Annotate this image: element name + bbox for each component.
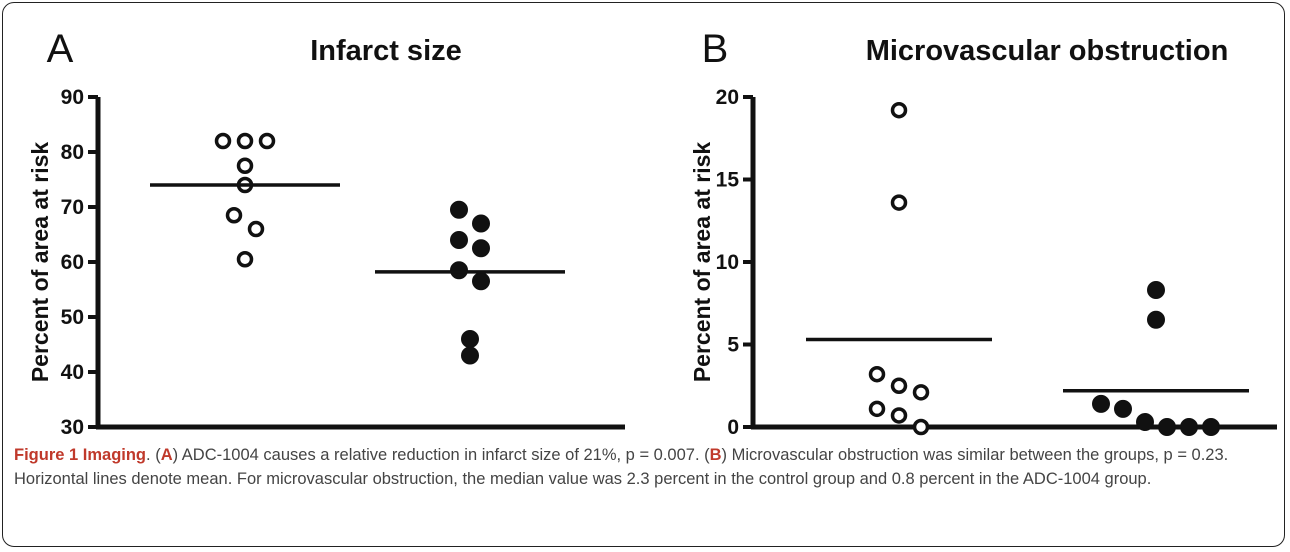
- caption-part-a: ) ADC-1004 causes a relative reduction i…: [172, 446, 710, 464]
- data-point: [247, 220, 265, 238]
- data-point: [450, 200, 468, 219]
- data-point: [1092, 394, 1110, 413]
- y-tick-label: 90: [61, 86, 84, 109]
- y-axis-label: Percent of area at risk: [27, 142, 53, 383]
- y-tick-label: 15: [716, 169, 740, 192]
- x-tick-label: Control: [858, 438, 940, 440]
- y-tick-label: 60: [61, 251, 84, 274]
- data-point: [868, 400, 886, 418]
- data-point: [236, 251, 254, 268]
- data-point: [472, 272, 490, 291]
- x-tick-label: ADC-1004: [416, 438, 525, 440]
- caption-after-label: . (: [146, 446, 161, 464]
- caption-letter-a: A: [160, 446, 173, 464]
- y-tick-label: 20: [716, 86, 739, 109]
- y-tick-label: 70: [61, 196, 84, 219]
- data-point: [225, 207, 243, 224]
- y-tick-label: 80: [61, 141, 84, 164]
- data-point: [472, 239, 490, 258]
- chart-title: Microvascular obstruction: [866, 35, 1229, 67]
- data-point: [868, 365, 886, 383]
- y-tick-label: 0: [727, 416, 739, 439]
- data-point: [214, 132, 232, 150]
- data-point: [1136, 413, 1154, 432]
- chart-panel-a: A Infarct size 30 40 50 60 70 80 90 Percent of ar…: [27, 27, 625, 440]
- caption-part-b: ) Microvascular obstruction was similar …: [14, 446, 1229, 488]
- data-point: [890, 377, 908, 394]
- y-tick-label: 5: [727, 334, 739, 357]
- data-point: [912, 418, 930, 436]
- data-point: [472, 214, 490, 233]
- caption-label: Figure 1 Imaging: [14, 446, 147, 464]
- data-point: [258, 132, 276, 150]
- chart-title: Infarct size: [310, 35, 462, 67]
- y-axis-label: Percent of area at risk: [689, 142, 715, 383]
- data-point: [236, 157, 254, 174]
- panel-label: A: [47, 27, 74, 71]
- data-point: [236, 132, 254, 150]
- data-point: [1114, 399, 1132, 418]
- data-point: [461, 330, 479, 348]
- chart-panel-b: B Microvascular obstruction 0 5 10 15 20 Percen…: [689, 27, 1277, 440]
- data-point: [912, 384, 930, 401]
- data-point: [450, 231, 468, 249]
- data-point: [1147, 281, 1165, 300]
- data-point: [1180, 418, 1198, 436]
- data-point: [1202, 418, 1220, 436]
- caption-letter-b: B: [709, 446, 722, 464]
- data-point: [1147, 310, 1165, 329]
- data-point: [890, 101, 908, 119]
- y-tick-label: 40: [61, 361, 84, 384]
- data-point: [461, 346, 479, 365]
- y-tick-label: 30: [61, 416, 84, 439]
- y-tick-label: 50: [61, 306, 84, 329]
- data-point: [890, 407, 908, 424]
- figure-caption: Figure 1 Imaging. (A) ADC-1004 causes a …: [14, 443, 1276, 491]
- data-point: [890, 194, 908, 211]
- y-tick-label: 10: [716, 251, 739, 274]
- x-tick-label: Control: [204, 438, 286, 440]
- x-tick-label: ADC-1004: [1102, 438, 1211, 440]
- panel-label: B: [702, 27, 729, 71]
- data-point: [1158, 418, 1176, 436]
